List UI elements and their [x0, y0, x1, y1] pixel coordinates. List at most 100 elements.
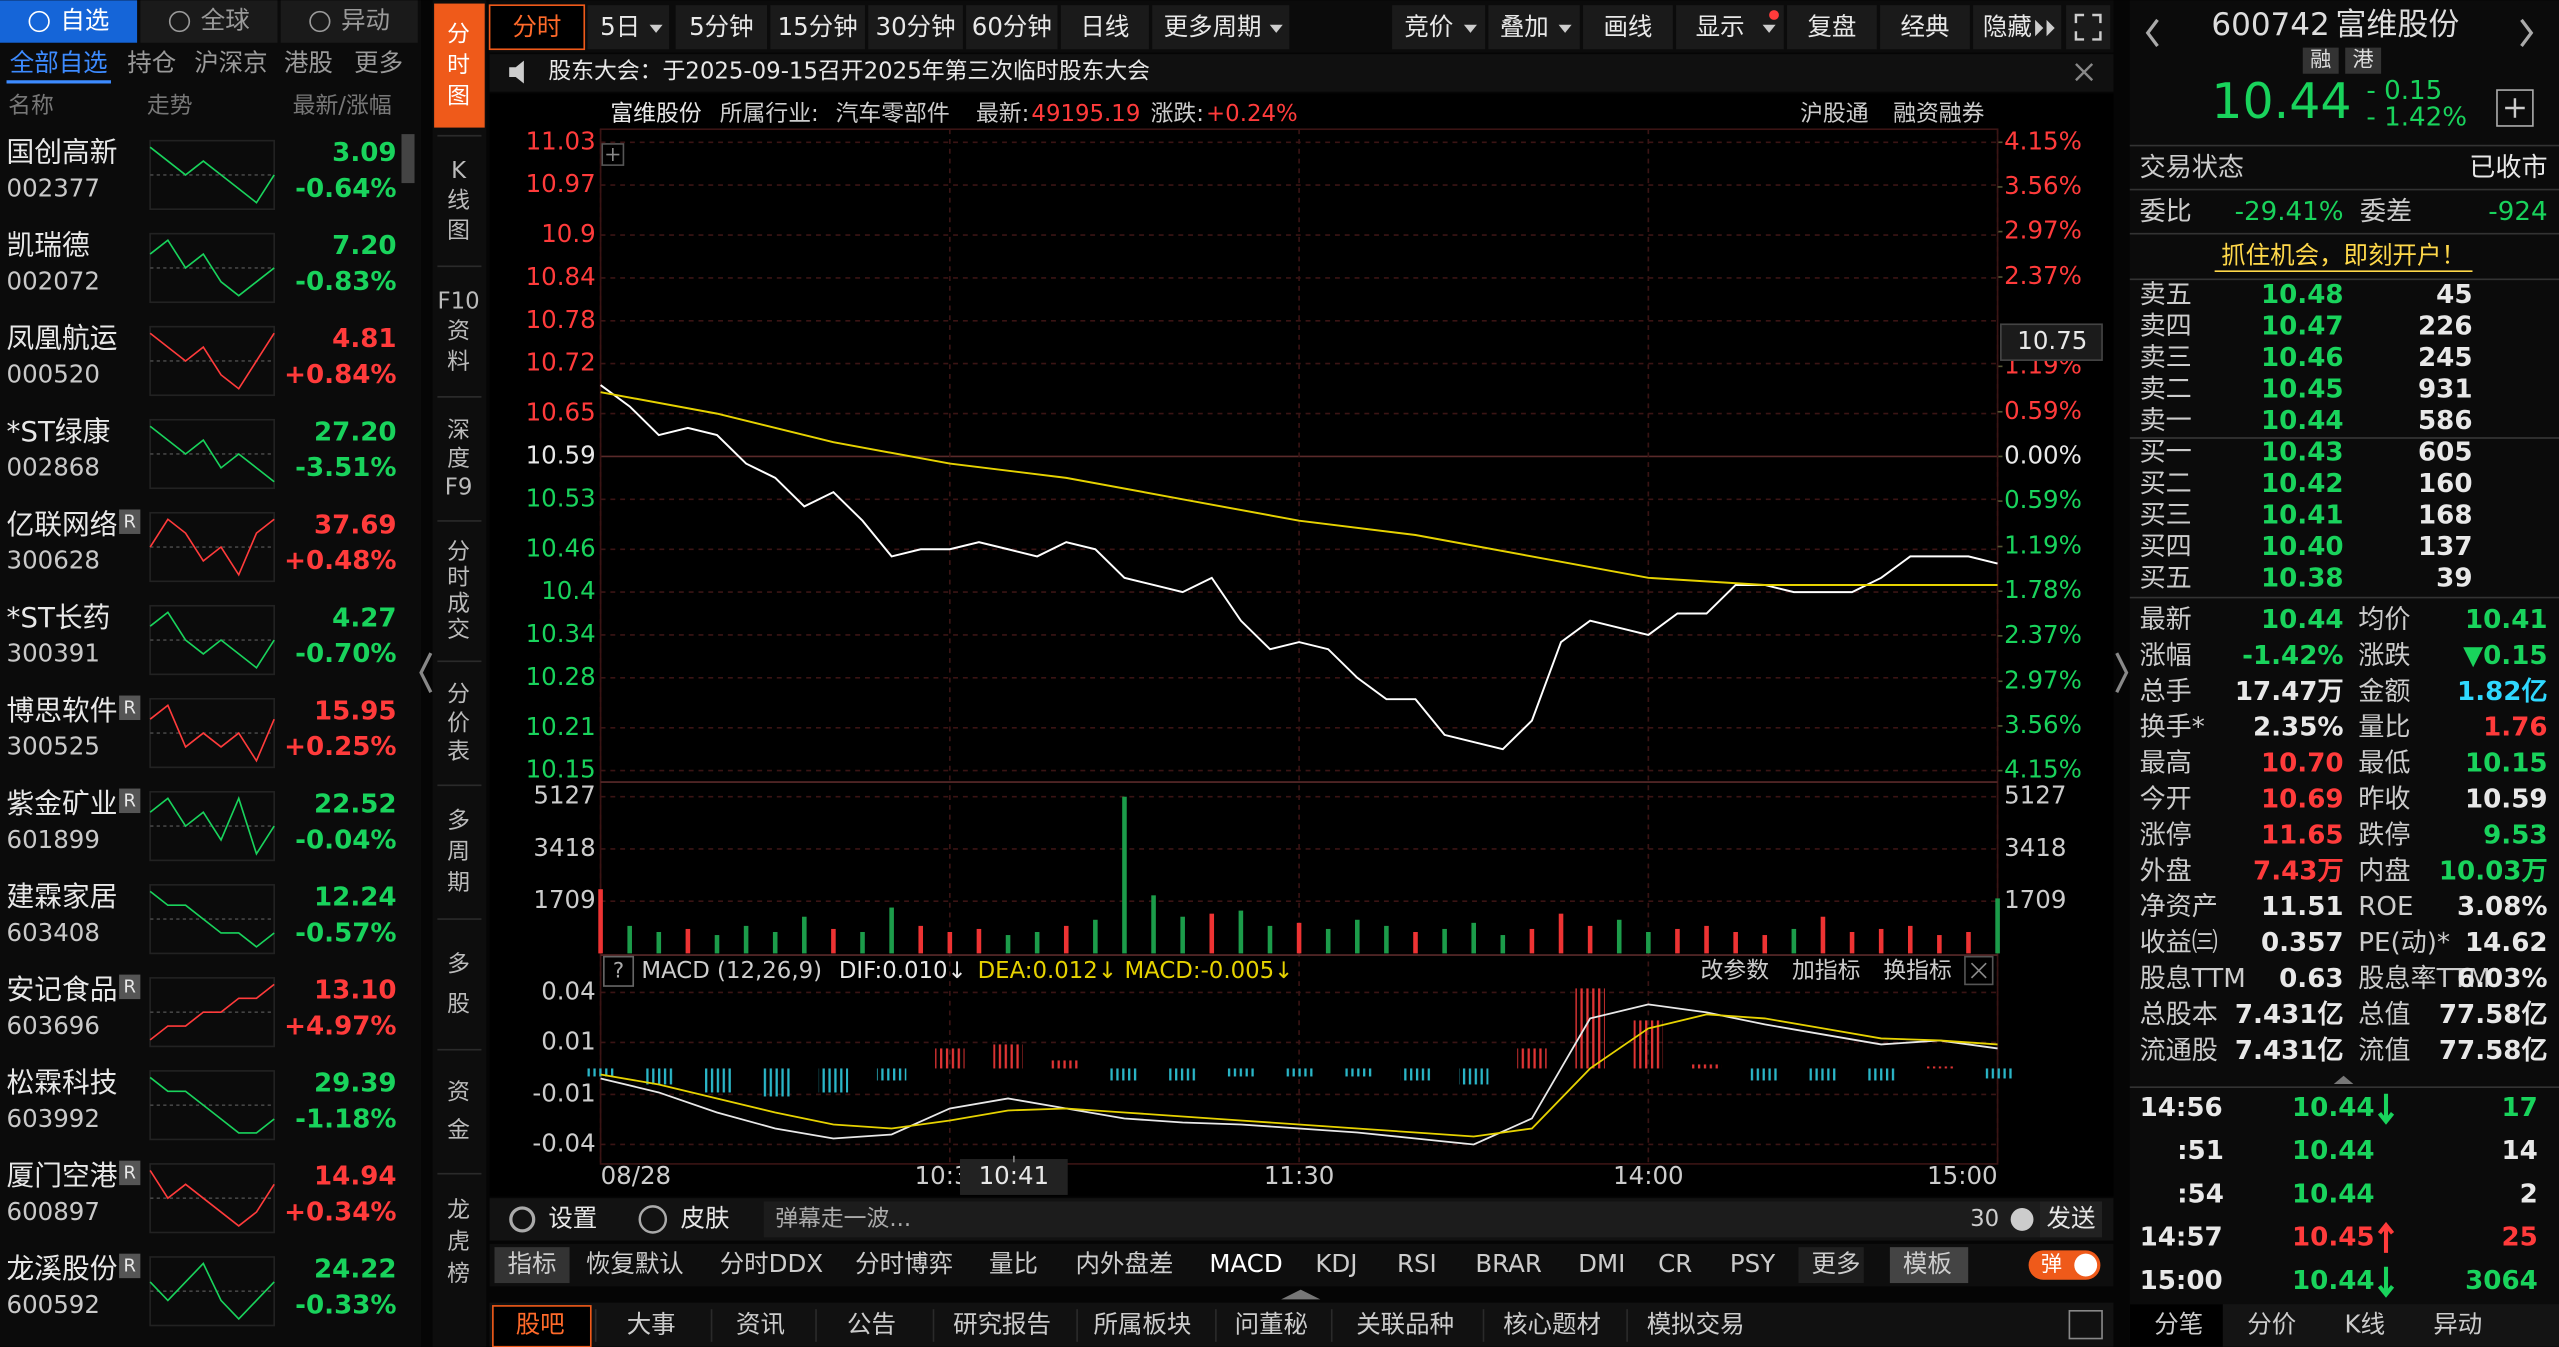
add-button[interactable]: [2496, 89, 2534, 127]
tool-button[interactable]: [1583, 5, 1673, 50]
side-nav-item[interactable]: 多周期: [447, 808, 470, 896]
crosshair-toggle[interactable]: [601, 143, 625, 166]
indicator-tab[interactable]: BRAR: [1475, 1249, 1542, 1278]
skin[interactable]: 皮肤: [681, 1203, 730, 1232]
list-tab[interactable]: 更多: [354, 48, 403, 77]
bottom-tab-active[interactable]: [492, 1305, 592, 1347]
danmaku-input[interactable]: [763, 1201, 2042, 1238]
indicator-active[interactable]: [494, 1247, 570, 1284]
period-tab[interactable]: [488, 4, 586, 51]
settings[interactable]: 设置: [548, 1203, 597, 1232]
scrollbar[interactable]: [401, 134, 415, 184]
send-button[interactable]: [2040, 1201, 2103, 1238]
period-tab[interactable]: [1152, 5, 1290, 50]
stock-name[interactable]: 安记食品: [7, 973, 118, 1006]
collapse-arrow-right[interactable]: [2115, 652, 2129, 693]
indicator-tab[interactable]: 指标: [508, 1249, 557, 1278]
list-tab[interactable]: 沪深京: [194, 48, 267, 77]
stock-name[interactable]: 龙溪股份: [7, 1252, 118, 1285]
expand-arrow[interactable]: [2333, 1075, 2354, 1084]
indicator-tab[interactable]: CR: [1658, 1249, 1692, 1278]
indicator-tab[interactable]: 更多: [1812, 1249, 1861, 1278]
next-arrow[interactable]: [2520, 18, 2534, 47]
bottom-tab[interactable]: 关联品种: [1356, 1309, 1454, 1338]
side-nav-item[interactable]: 龙虎榜: [447, 1197, 470, 1287]
side-nav-item[interactable]: K 线图: [447, 157, 470, 243]
quote-tab-active[interactable]: [2129, 1304, 2223, 1347]
stock-name[interactable]: 凯瑞德: [7, 229, 90, 262]
indicator-tab[interactable]: RSI: [1397, 1249, 1437, 1278]
side-nav-item[interactable]: 分时图: [447, 21, 470, 109]
indicator-button[interactable]: [1889, 1247, 1969, 1284]
period-tab[interactable]: [868, 5, 963, 50]
indicator-tab[interactable]: 量比: [989, 1249, 1038, 1278]
stock-name[interactable]: 亿联网络: [7, 508, 118, 541]
expand-arrow[interactable]: [1281, 1289, 1321, 1300]
indicator-tab[interactable]: DMI: [1578, 1249, 1625, 1278]
stock-name[interactable]: 国创高新: [7, 136, 118, 169]
stock-name[interactable]: 松霖科技: [7, 1066, 118, 1099]
volume-bar: [889, 907, 894, 954]
quote-tab[interactable]: 异动: [2433, 1309, 2482, 1338]
indicator-tab[interactable]: MACD: [1209, 1249, 1282, 1278]
bottom-tab[interactable]: 研究报告: [953, 1309, 1051, 1338]
macd-button[interactable]: 改参数: [1701, 958, 1770, 984]
stock-name[interactable]: 博思软件: [7, 694, 118, 727]
quote-tab[interactable]: 分笔: [2154, 1309, 2203, 1338]
bottom-tab[interactable]: 股吧: [516, 1309, 565, 1338]
side-nav-item[interactable]: 分价表: [447, 681, 470, 764]
macd-close[interactable]: [1964, 955, 1994, 986]
side-nav-item[interactable]: 分时成交: [447, 538, 470, 642]
bottom-tab[interactable]: 资讯: [736, 1309, 785, 1338]
indicator-tab[interactable]: 分时DDX: [720, 1249, 823, 1278]
period-tab[interactable]: [1060, 5, 1149, 50]
bottom-tab[interactable]: 公告: [847, 1309, 896, 1338]
indicator-tab[interactable]: PSY: [1730, 1249, 1775, 1278]
tool-button[interactable]: [1787, 5, 1877, 50]
macd-button[interactable]: 换指标: [1883, 958, 1951, 984]
period-tab[interactable]: [675, 5, 768, 50]
sidebar-tab[interactable]: [140, 0, 278, 43]
list-tab[interactable]: 全部自选: [10, 48, 108, 77]
bottom-tab[interactable]: 模拟交易: [1647, 1309, 1745, 1338]
period-tab[interactable]: [770, 5, 865, 50]
side-nav-item[interactable]: 资金: [447, 1079, 470, 1143]
quote-tab[interactable]: K线: [2345, 1309, 2386, 1338]
fullscreen-button[interactable]: [2066, 5, 2111, 50]
side-nav-item[interactable]: 多股: [447, 951, 470, 1017]
bottom-tab[interactable]: 所属板块: [1093, 1309, 1191, 1338]
stock-name[interactable]: *ST长药: [7, 601, 111, 634]
list-tab[interactable]: 持仓: [127, 48, 176, 77]
stock-name[interactable]: 紫金矿业: [7, 787, 118, 820]
stock-name[interactable]: 厦门空港: [7, 1159, 118, 1192]
link[interactable]: 融资融券: [1893, 101, 1984, 127]
indicator-tab[interactable]: 内外盘差: [1075, 1249, 1173, 1278]
collapse-arrow[interactable]: [419, 652, 433, 693]
quote-tab[interactable]: 分价: [2247, 1309, 2296, 1338]
stock-name[interactable]: 建霖家居: [7, 880, 118, 913]
period-tab[interactable]: [966, 5, 1058, 50]
indicator-tab[interactable]: KDJ: [1315, 1249, 1357, 1278]
help-box[interactable]: [603, 955, 635, 987]
indicator-tab[interactable]: 恢复默认: [586, 1249, 684, 1278]
side-nav-item[interactable]: 深度 F9: [445, 417, 473, 500]
tool-button[interactable]: [1880, 5, 1970, 50]
indicator-button[interactable]: [1798, 1247, 1864, 1284]
bottom-tab[interactable]: 核心题材: [1503, 1309, 1601, 1338]
sidebar-tab[interactable]: [280, 0, 418, 43]
macd-button[interactable]: 加指标: [1792, 958, 1860, 984]
stock-name[interactable]: *ST绿康: [7, 415, 111, 448]
list-tab[interactable]: 港股: [284, 48, 333, 77]
indicator-tab[interactable]: 模板: [1903, 1249, 1952, 1278]
indicator-tab[interactable]: 分时博弈: [855, 1249, 953, 1278]
side-nav-active[interactable]: [434, 3, 485, 128]
bottom-tab[interactable]: 问董秘: [1235, 1309, 1308, 1338]
stock-name[interactable]: 凤凰航运: [7, 322, 118, 355]
side-nav-item[interactable]: F10 资料: [438, 288, 480, 374]
sidebar-tab[interactable]: [0, 0, 138, 43]
bottom-tab[interactable]: 大事: [627, 1309, 676, 1338]
prev-arrow[interactable]: [2145, 18, 2159, 47]
popout-icon[interactable]: [2068, 1309, 2103, 1340]
promo[interactable]: 抓住机会，即刻开户！: [2221, 241, 2466, 270]
link[interactable]: 沪股通: [1800, 101, 1869, 127]
